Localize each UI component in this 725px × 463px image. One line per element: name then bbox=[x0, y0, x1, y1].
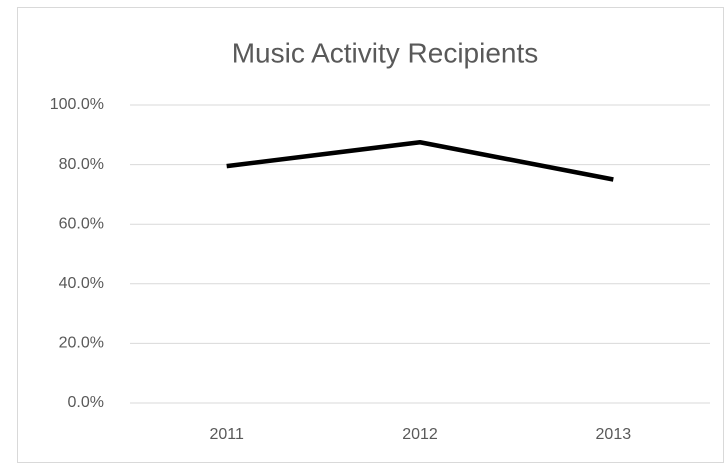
y-tick-label: 0.0% bbox=[68, 394, 104, 411]
x-tick-label: 2012 bbox=[402, 426, 438, 443]
chart-title: Music Activity Recipients bbox=[232, 37, 539, 68]
y-tick-label: 60.0% bbox=[59, 215, 104, 232]
data-line bbox=[226, 140, 614, 182]
y-tick-label: 100.0% bbox=[50, 96, 104, 113]
x-tick-label: 2013 bbox=[596, 426, 632, 443]
y-tick-label: 80.0% bbox=[59, 156, 104, 173]
x-tick-label: 2011 bbox=[209, 426, 244, 443]
y-tick-label: 40.0% bbox=[59, 275, 104, 292]
chart-border bbox=[17, 7, 724, 463]
y-tick-label: 20.0% bbox=[59, 335, 104, 352]
